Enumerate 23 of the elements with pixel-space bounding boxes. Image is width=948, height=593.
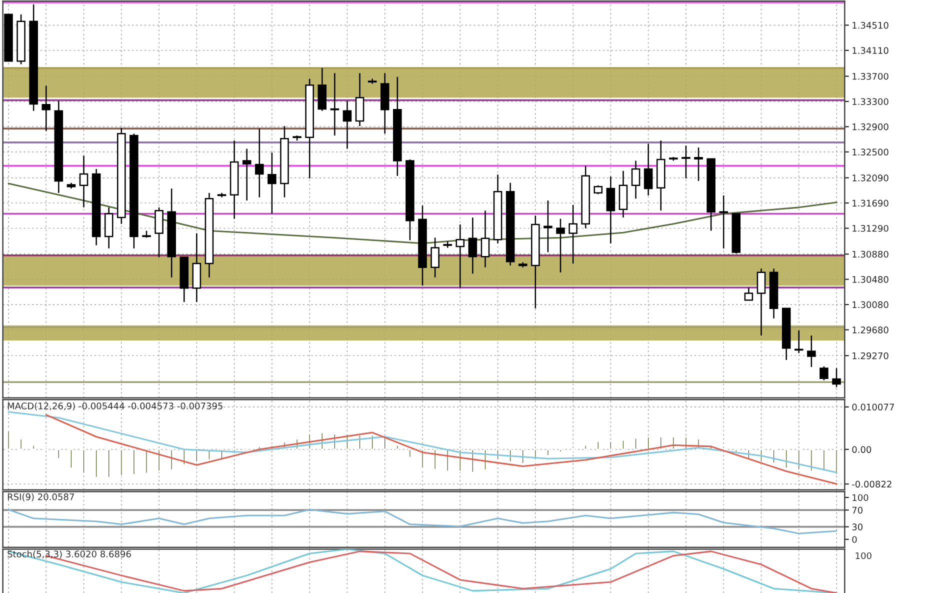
y-tick-label: 1.30080 — [852, 301, 888, 308]
y-tick-label: 100 — [852, 494, 868, 502]
y-tick-label: 1.31690 — [852, 200, 888, 207]
y-tick-label: 1.30480 — [852, 276, 888, 283]
y-tick-label: 0.010077 — [852, 404, 894, 410]
y-tick-label: -0.00822 — [852, 480, 892, 488]
y-tick-label: 1.32900 — [852, 123, 888, 130]
y-tick-label: 70 — [852, 506, 862, 514]
y-tick-label: 1.31290 — [852, 224, 888, 232]
y-tick-label: 1.32090 — [852, 174, 888, 182]
y-tick-label: 1.33300 — [852, 98, 888, 106]
chart-title: MACD(12,26,9) -0.005444 -0.004573 -0.007395 — [8, 402, 222, 410]
y-tick-label: 0 — [852, 536, 857, 543]
y-tick-label: 0.00 — [852, 446, 872, 453]
y-tick-label: 1.32500 — [852, 148, 888, 156]
y-tick-label: 1.34510 — [852, 22, 888, 29]
y-tick-label: 1.30880 — [852, 250, 888, 258]
y-tick-label: 1.29270 — [852, 352, 888, 360]
y-tick-label: 30 — [852, 524, 862, 530]
y-tick-label: 1.29680 — [852, 326, 888, 334]
y-tick-label: 1.34110 — [852, 47, 888, 54]
chart-title: RSI(9) 20.0587 — [8, 493, 74, 502]
y-tick-label: 1.33700 — [852, 72, 888, 80]
